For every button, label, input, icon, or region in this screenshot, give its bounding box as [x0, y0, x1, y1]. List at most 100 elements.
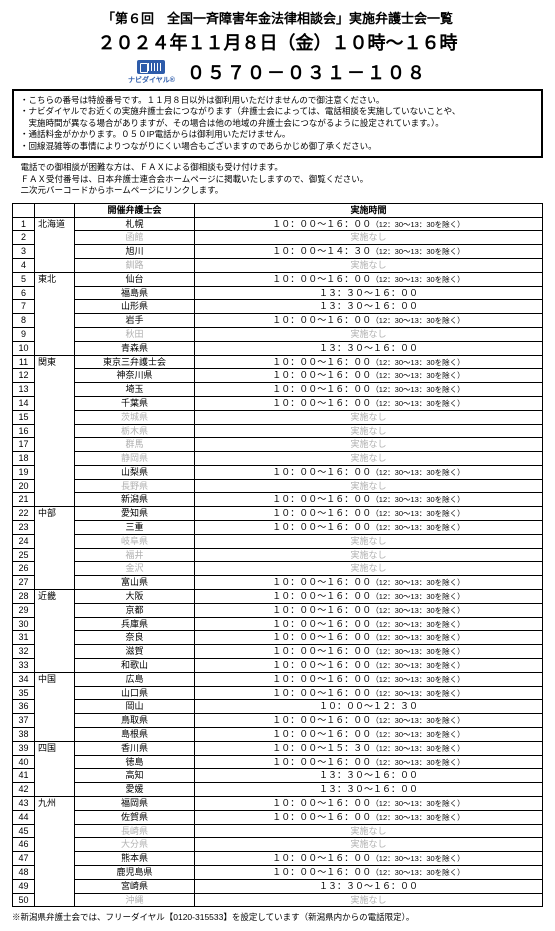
notice-line: ・ナビダイヤルでお近くの実施弁護士会につながります（弁護士会によっては、電話相談… [20, 106, 535, 117]
time-cell: １０：００～１６：００（12：30～13：30を除く） [195, 369, 543, 383]
time-cell: １０：００～１６：００（12：30～13：30を除く） [195, 383, 543, 397]
event-date: ２０２４年１１月８日（金）１０時～１６時 [12, 29, 543, 55]
time-cell: 実施なし [195, 424, 543, 438]
time-cell: １３：３０～１６：００ [195, 341, 543, 355]
bar-association-cell: 島根県 [75, 728, 195, 742]
time-cell: 実施なし [195, 438, 543, 452]
region-cell: 北海道 [35, 217, 75, 272]
bar-association-cell: 山梨県 [75, 465, 195, 479]
row-number: 11 [13, 355, 35, 369]
notice-line: ・こちらの番号は特設番号です。１１月８日以外は御利用いただけませんので御注意くだ… [20, 95, 535, 106]
table-row: 10青森県１３：３０～１６：００ [13, 341, 543, 355]
table-row: 42愛媛１３：３０～１６：００ [13, 783, 543, 797]
time-cell: １０：００～１６：００（12：30～13：30を除く） [195, 590, 543, 604]
row-number: 24 [13, 534, 35, 548]
time-cell: 実施なし [195, 327, 543, 341]
table-row: 49宮崎県１３：３０～１６：００ [13, 879, 543, 893]
row-number: 33 [13, 659, 35, 673]
bar-association-cell: 熊本県 [75, 852, 195, 866]
time-cell: １０：００～１６：００（12：30～13：30を除く） [195, 686, 543, 700]
row-number: 31 [13, 631, 35, 645]
row-number: 41 [13, 769, 35, 783]
region-cell: 九州 [35, 797, 75, 907]
row-number: 32 [13, 645, 35, 659]
table-row: 34中国広島１０：００～１６：００（12：30～13：30を除く） [13, 672, 543, 686]
bar-association-cell: 静岡県 [75, 452, 195, 466]
time-cell: 実施なし [195, 548, 543, 562]
row-number: 26 [13, 562, 35, 576]
time-cell: １３：３０～１６：００ [195, 783, 543, 797]
time-cell: １０：００～１６：００（12：30～13：30を除く） [195, 728, 543, 742]
row-number: 9 [13, 327, 35, 341]
time-cell: 実施なし [195, 893, 543, 907]
page-title: 「第６回 全国一斉障害年金法律相談会」実施弁護士会一覧 [12, 8, 543, 27]
bar-association-cell: 長崎県 [75, 824, 195, 838]
bar-association-cell: 佐賀県 [75, 810, 195, 824]
time-cell: １０：００～１６：００（12：30～13：30を除く） [195, 755, 543, 769]
col-region-header [35, 203, 75, 217]
time-cell: 実施なし [195, 534, 543, 548]
time-cell: １０：００～１６：００（12：30～13：30を除く） [195, 810, 543, 824]
region-cell: 東北 [35, 272, 75, 355]
row-number: 15 [13, 410, 35, 424]
bar-association-cell: 鳥取県 [75, 714, 195, 728]
time-cell: １０：００～１６：００（12：30～13：30を除く） [195, 631, 543, 645]
time-cell: 実施なし [195, 258, 543, 272]
time-cell: １０：００～１６：００（12：30～13：30を除く） [195, 217, 543, 231]
time-cell: 実施なし [195, 562, 543, 576]
table-row: 7山形県１３：３０～１６：００ [13, 300, 543, 314]
row-number: 35 [13, 686, 35, 700]
table-row: 39四国香川県１０：００～１５：３０（12：30～13：30を除く） [13, 741, 543, 755]
table-row: 41高知１３：３０～１６：００ [13, 769, 543, 783]
table-row: 40徳島１０：００～１６：００（12：30～13：30を除く） [13, 755, 543, 769]
region-cell: 近畿 [35, 590, 75, 673]
bar-association-cell: 岡山 [75, 700, 195, 714]
bar-association-cell: 山口県 [75, 686, 195, 700]
row-number: 6 [13, 286, 35, 300]
time-cell: １０：００～１６：００（12：30～13：30を除く） [195, 714, 543, 728]
table-row: 13埼玉１０：００～１６：００（12：30～13：30を除く） [13, 383, 543, 397]
time-cell: １３：３０～１６：００ [195, 879, 543, 893]
bar-association-cell: 札幌 [75, 217, 195, 231]
table-row: 8岩手１０：００～１６：００（12：30～13：30を除く） [13, 314, 543, 328]
row-number: 42 [13, 783, 35, 797]
schedule-table: 開催弁護士会 実施時間 1北海道札幌１０：００～１６：００（12：30～13：3… [12, 203, 543, 908]
table-row: 43九州福岡県１０：００～１６：００（12：30～13：30を除く） [13, 797, 543, 811]
table-row: 37鳥取県１０：００～１６：００（12：30～13：30を除く） [13, 714, 543, 728]
bar-association-cell: 新潟県 [75, 493, 195, 507]
table-row: 22中部愛知県１０：００～１６：００（12：30～13：30を除く） [13, 507, 543, 521]
bar-association-cell: 奈良 [75, 631, 195, 645]
table-row: 19山梨県１０：００～１６：００（12：30～13：30を除く） [13, 465, 543, 479]
row-number: 39 [13, 741, 35, 755]
time-cell: １０：００～１６：００（12：30～13：30を除く） [195, 521, 543, 535]
table-row: 44佐賀県１０：００～１６：００（12：30～13：30を除く） [13, 810, 543, 824]
table-row: 23三重１０：００～１６：００（12：30～13：30を除く） [13, 521, 543, 535]
region-cell: 関東 [35, 355, 75, 507]
bar-association-cell: 埼玉 [75, 383, 195, 397]
table-row: 1北海道札幌１０：００～１６：００（12：30～13：30を除く） [13, 217, 543, 231]
bar-association-cell: 山形県 [75, 300, 195, 314]
table-row: 25福井実施なし [13, 548, 543, 562]
row-number: 47 [13, 852, 35, 866]
time-cell: １０：００～１６：００（12：30～13：30を除く） [195, 617, 543, 631]
bar-association-cell: 岩手 [75, 314, 195, 328]
row-number: 46 [13, 838, 35, 852]
region-cell: 中国 [35, 672, 75, 741]
bar-association-cell: 金沢 [75, 562, 195, 576]
bar-association-cell: 長野県 [75, 479, 195, 493]
row-number: 20 [13, 479, 35, 493]
bar-association-cell: 鹿児島県 [75, 866, 195, 880]
bar-association-cell: 青森県 [75, 341, 195, 355]
row-number: 49 [13, 879, 35, 893]
bar-association-cell: 函館 [75, 231, 195, 245]
time-cell: 実施なし [195, 824, 543, 838]
bar-association-cell: 滋賀 [75, 645, 195, 659]
table-row: 17群馬実施なし [13, 438, 543, 452]
bar-association-cell: 岐阜県 [75, 534, 195, 548]
notice-line: ・通話料金がかかります。０５０IP電話からは御利用いただけません。 [20, 129, 535, 140]
bar-association-cell: 兵庫県 [75, 617, 195, 631]
row-number: 36 [13, 700, 35, 714]
notice-line: 実施時間が異なる場合がありますが、その場合は他の地域の弁護士会につながるように設… [20, 118, 535, 129]
phone-number: ０５７０－０３１－１０８ [187, 59, 427, 85]
time-cell: １０：００～１６：００（12：30～13：30を除く） [195, 797, 543, 811]
